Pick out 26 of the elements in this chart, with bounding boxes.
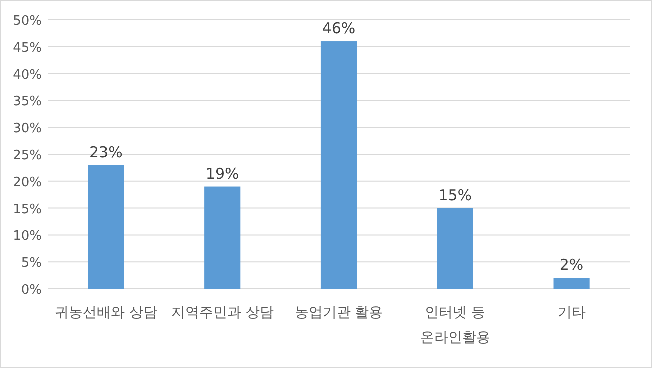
y-tick-label: 20% [13,175,42,190]
y-tick-label: 0% [21,283,42,298]
y-tick-label: 40% [13,68,42,83]
data-label: 15% [438,186,472,204]
y-tick-label: 45% [13,40,42,56]
y-tick-label: 35% [13,94,42,110]
y-tick-label: 50% [13,14,42,29]
bar [204,186,241,289]
y-tick-label: 30% [13,122,42,137]
data-label: 2% [560,256,584,274]
bar [88,165,124,289]
data-label: 46% [322,20,356,38]
x-tick-label: 지역주민과 상담 [171,305,274,321]
bar [554,278,590,289]
bar [320,42,358,289]
bar [437,208,474,289]
x-tick-label: 인터넷 등 온라인활용 [420,305,490,346]
y-tick-label: 5% [21,256,42,272]
y-tick-label: 25% [13,148,42,164]
data-label: 23% [90,143,123,162]
x-tick-label: 기타 [558,305,586,321]
y-tick-label: 10% [13,229,42,244]
x-tick-label: 귀농선배와 상담 [54,305,158,321]
y-tick-label: 15% [13,202,42,218]
x-tick-label: 농업기관 활용 [294,305,384,321]
data-label: 19% [206,164,240,183]
